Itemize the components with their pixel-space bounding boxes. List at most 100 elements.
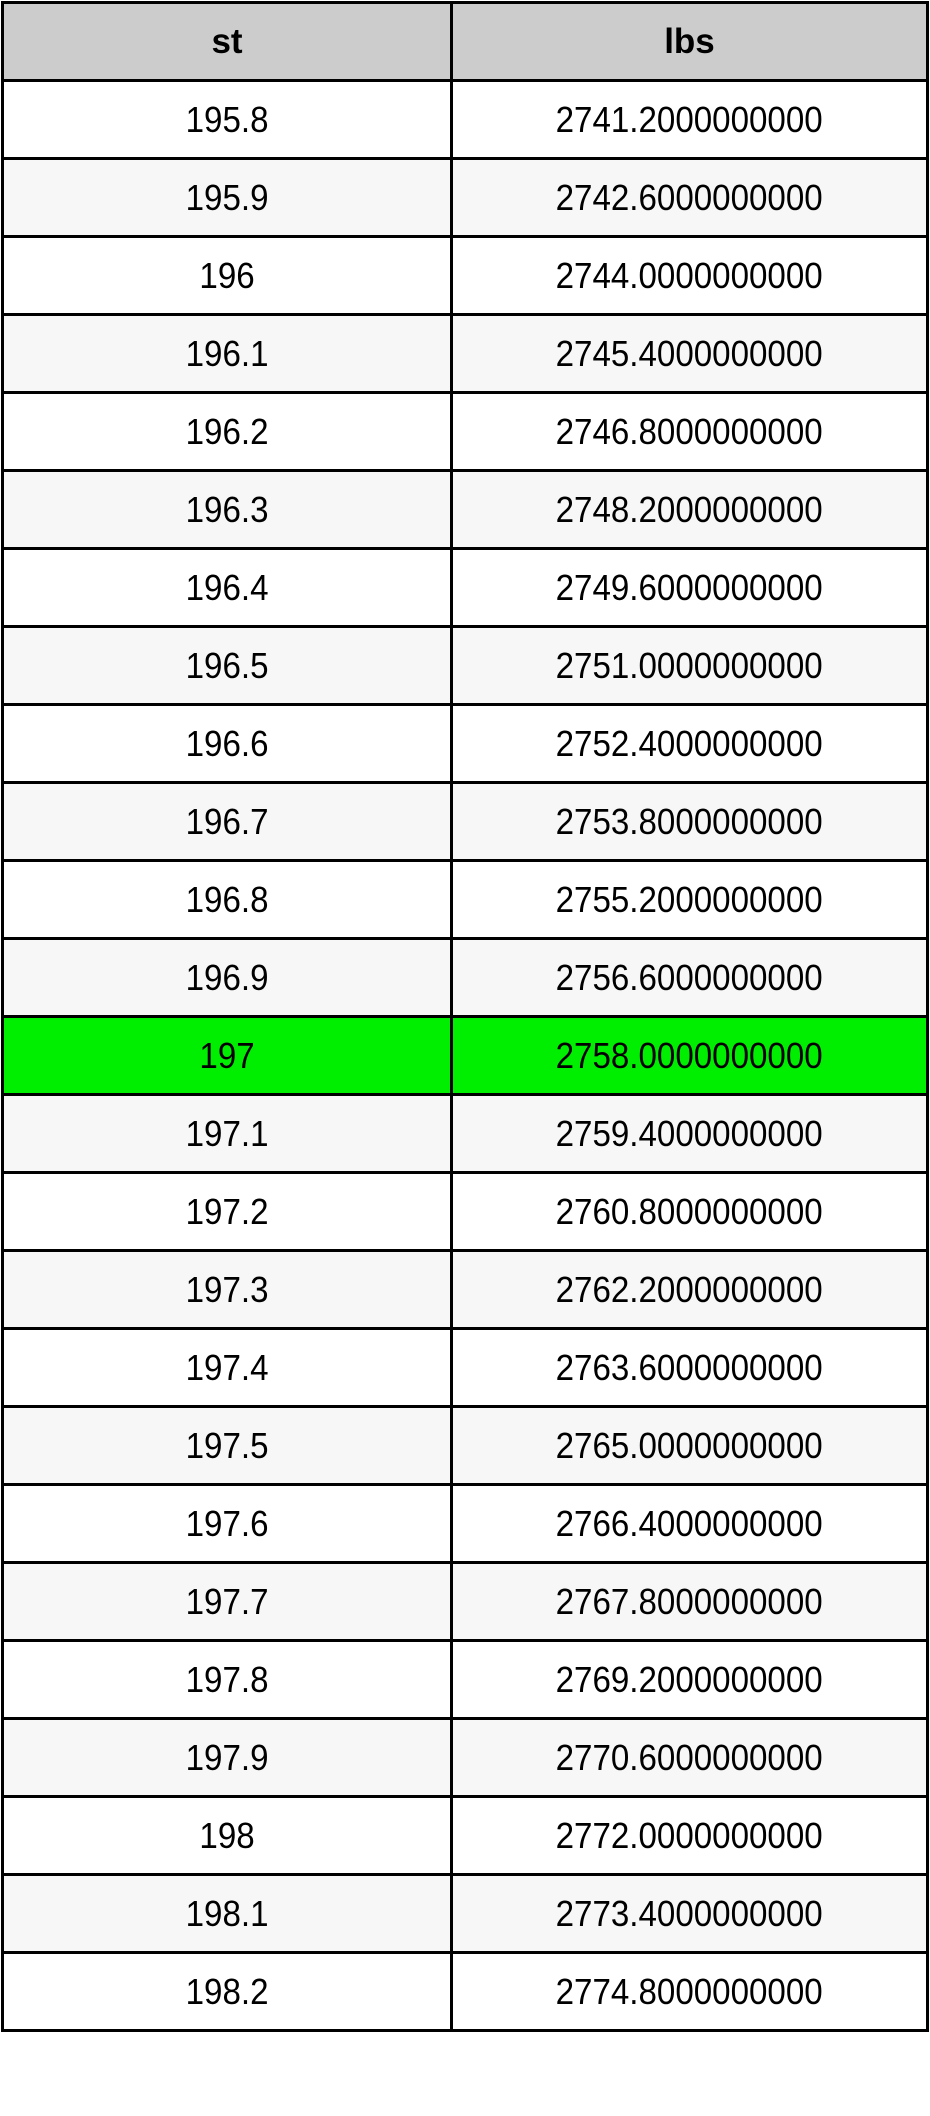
cell-value: 196.6 — [185, 722, 269, 764]
cell-st: 195.8 — [1, 79, 453, 160]
table-row: 197.7 2767.8000000000 — [1, 1561, 929, 1642]
table-row: 196.1 2745.4000000000 — [1, 313, 929, 394]
cell-value: 2769.2000000000 — [555, 1658, 824, 1700]
cell-lbs: 2765.0000000000 — [450, 1405, 929, 1486]
cell-st: 196.1 — [1, 313, 453, 394]
table-row: 196.5 2751.0000000000 — [1, 625, 929, 706]
cell-lbs: 2763.6000000000 — [450, 1327, 929, 1408]
cell-st: 196.2 — [1, 391, 453, 472]
cell-lbs: 2741.2000000000 — [450, 79, 929, 160]
cell-value: 196.8 — [185, 878, 269, 920]
cell-value: 2760.8000000000 — [555, 1190, 824, 1232]
cell-st: 196.9 — [1, 937, 453, 1018]
cell-value: 197.9 — [185, 1736, 269, 1778]
table-row: 196.4 2749.6000000000 — [1, 547, 929, 628]
cell-value: 2744.0000000000 — [555, 254, 824, 296]
table-row: 196.8 2755.2000000000 — [1, 859, 929, 940]
table-row: 198.1 2773.4000000000 — [1, 1873, 929, 1954]
cell-lbs: 2753.8000000000 — [450, 781, 929, 862]
cell-value: 2773.4000000000 — [555, 1892, 824, 1934]
cell-lbs: 2748.2000000000 — [450, 469, 929, 550]
cell-value: 2756.6000000000 — [555, 956, 824, 998]
cell-value: 197 — [199, 1034, 255, 1076]
cell-value: 2752.4000000000 — [555, 722, 824, 764]
cell-value: 195.8 — [185, 98, 269, 140]
cell-value: 2749.6000000000 — [555, 566, 824, 608]
cell-st: 196.7 — [1, 781, 453, 862]
cell-lbs: 2760.8000000000 — [450, 1171, 929, 1252]
cell-value: 2751.0000000000 — [555, 644, 824, 686]
cell-st: 196.3 — [1, 469, 453, 550]
table-row: 195.8 2741.2000000000 — [1, 79, 929, 160]
cell-lbs: 2759.4000000000 — [450, 1093, 929, 1174]
table-row: 196.3 2748.2000000000 — [1, 469, 929, 550]
conversion-table: st lbs 195.8 2741.2000000000 195.9 2742.600… — [1, 1, 929, 2032]
cell-st: 197.7 — [1, 1561, 453, 1642]
cell-lbs: 2773.4000000000 — [450, 1873, 929, 1954]
cell-value: 2763.6000000000 — [555, 1346, 824, 1388]
table-row: 197.8 2769.2000000000 — [1, 1639, 929, 1720]
cell-value: 196.7 — [185, 800, 269, 842]
cell-st: 197.3 — [1, 1249, 453, 1330]
table-row: 197.1 2759.4000000000 — [1, 1093, 929, 1174]
cell-st: 198 — [1, 1795, 453, 1876]
cell-value: 198.2 — [185, 1970, 269, 2012]
table-row: 196.6 2752.4000000000 — [1, 703, 929, 784]
cell-value: 197.4 — [185, 1346, 269, 1388]
cell-st: 197.1 — [1, 1093, 453, 1174]
table-row: 196.7 2753.8000000000 — [1, 781, 929, 862]
cell-value: 2755.2000000000 — [555, 878, 824, 920]
table-row: 197.6 2766.4000000000 — [1, 1483, 929, 1564]
table-row: 197.5 2765.0000000000 — [1, 1405, 929, 1486]
cell-value: 198.1 — [185, 1892, 269, 1934]
cell-st: 197 — [1, 1015, 453, 1096]
cell-st: 196.8 — [1, 859, 453, 940]
cell-value: 2758.0000000000 — [555, 1034, 824, 1076]
header-lbs: lbs — [450, 1, 929, 82]
cell-st: 195.9 — [1, 157, 453, 238]
cell-value: 196.3 — [185, 488, 269, 530]
table-row: 197.3 2762.2000000000 — [1, 1249, 929, 1330]
cell-st: 197.6 — [1, 1483, 453, 1564]
cell-value: 2772.0000000000 — [555, 1814, 824, 1856]
cell-st: 197.4 — [1, 1327, 453, 1408]
table-row: 196.9 2756.6000000000 — [1, 937, 929, 1018]
cell-lbs: 2758.0000000000 — [450, 1015, 929, 1096]
table-row: 198.2 2774.8000000000 — [1, 1951, 929, 2032]
cell-value: 2742.6000000000 — [555, 176, 824, 218]
cell-value: 197.1 — [185, 1112, 269, 1154]
cell-lbs: 2769.2000000000 — [450, 1639, 929, 1720]
cell-value: 196.9 — [185, 956, 269, 998]
cell-lbs: 2767.8000000000 — [450, 1561, 929, 1642]
cell-lbs: 2772.0000000000 — [450, 1795, 929, 1876]
cell-st: 197.5 — [1, 1405, 453, 1486]
header-st: st — [1, 1, 453, 82]
cell-lbs: 2766.4000000000 — [450, 1483, 929, 1564]
cell-lbs: 2774.8000000000 — [450, 1951, 929, 2032]
table-row: 197.2 2760.8000000000 — [1, 1171, 929, 1252]
cell-st: 197.8 — [1, 1639, 453, 1720]
cell-st: 196.6 — [1, 703, 453, 784]
cell-value: 197.5 — [185, 1424, 269, 1466]
header-row: st lbs — [1, 1, 929, 82]
cell-value: 195.9 — [185, 176, 269, 218]
cell-st: 196 — [1, 235, 453, 316]
cell-lbs: 2742.6000000000 — [450, 157, 929, 238]
cell-value: 2765.0000000000 — [555, 1424, 824, 1466]
cell-value: 197.3 — [185, 1268, 269, 1310]
cell-value: 196.5 — [185, 644, 269, 686]
cell-lbs: 2751.0000000000 — [450, 625, 929, 706]
table-row: 197.9 2770.6000000000 — [1, 1717, 929, 1798]
cell-st: 197.9 — [1, 1717, 453, 1798]
cell-st: 196.5 — [1, 625, 453, 706]
cell-st: 196.4 — [1, 547, 453, 628]
cell-lbs: 2756.6000000000 — [450, 937, 929, 1018]
cell-value: 197.7 — [185, 1580, 269, 1622]
cell-value: 2766.4000000000 — [555, 1502, 824, 1544]
table-row: 198 2772.0000000000 — [1, 1795, 929, 1876]
cell-lbs: 2746.8000000000 — [450, 391, 929, 472]
cell-st: 197.2 — [1, 1171, 453, 1252]
cell-lbs: 2745.4000000000 — [450, 313, 929, 394]
cell-value: 2759.4000000000 — [555, 1112, 824, 1154]
cell-st: 198.2 — [1, 1951, 453, 2032]
